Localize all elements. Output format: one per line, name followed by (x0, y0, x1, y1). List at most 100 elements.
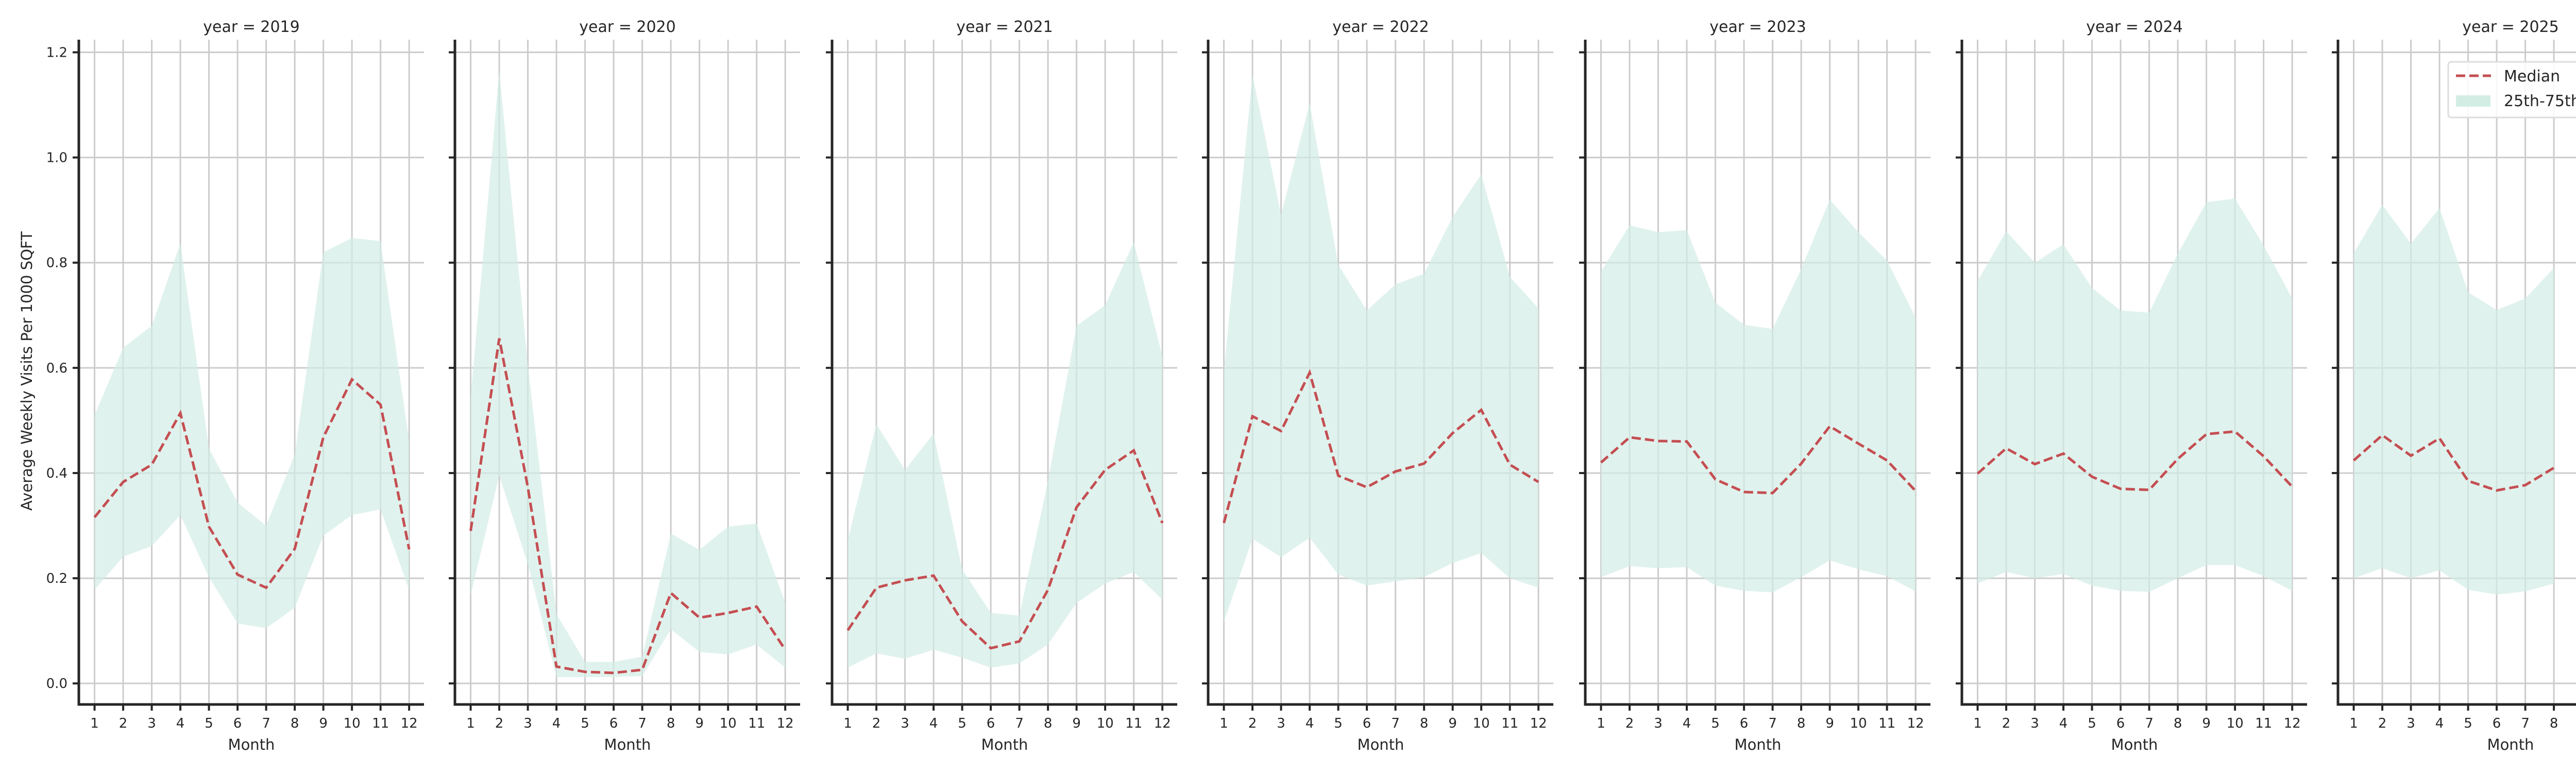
x-tick-label: 6 (2493, 716, 2501, 731)
x-tick-label: 4 (929, 716, 938, 731)
percentile-band (1977, 198, 2293, 592)
x-tick-label: 2 (872, 716, 881, 731)
x-tick-label: 5 (1711, 716, 1720, 731)
median-line (469, 338, 787, 675)
x-tick-label: 4 (552, 716, 561, 731)
facet-title: year = 2024 (2086, 18, 2183, 36)
x-tick-label: 10 (720, 716, 737, 731)
x-tick-label: 12 (401, 716, 418, 731)
legend-band-swatch (2456, 95, 2490, 107)
x-tick-label: 9 (1825, 716, 1834, 731)
x-tick-label: 1 (1597, 716, 1605, 731)
x-tick-label: 9 (1448, 716, 1457, 731)
x-tick-label: 4 (176, 716, 185, 731)
x-axis-label: Month (2487, 736, 2534, 753)
x-tick-label: 8 (667, 716, 675, 731)
x-tick-label: 3 (1654, 716, 1663, 731)
percentile-band (1224, 75, 1539, 622)
percentile-band (848, 242, 1163, 668)
y-tick-label: 0.2 (46, 571, 67, 586)
x-axis-label: Month (228, 736, 275, 753)
facet-title: year = 2020 (579, 18, 676, 36)
x-tick-label: 1 (2349, 716, 2358, 731)
x-tick-label: 4 (2059, 716, 2068, 731)
percentile-band (2353, 205, 2554, 595)
x-tick-label: 12 (1907, 716, 1924, 731)
x-tick-label: 6 (609, 716, 618, 731)
x-tick-label: 2 (1248, 716, 1257, 731)
x-tick-label: 3 (2406, 716, 2415, 731)
x-tick-label: 8 (2550, 716, 2558, 731)
x-tick-label: 8 (291, 716, 299, 731)
facet-title: year = 2025 (2462, 18, 2559, 36)
x-tick-label: 10 (1097, 716, 1114, 731)
x-tick-label: 7 (1391, 716, 1400, 731)
x-tick-label: 7 (262, 716, 270, 731)
x-tick-label: 12 (1530, 716, 1547, 731)
x-tick-label: 3 (147, 716, 156, 731)
axis-spines (831, 40, 1177, 706)
x-tick-label: 10 (2227, 716, 2244, 731)
x-tick-label: 7 (2145, 716, 2154, 731)
x-tick-label: 6 (987, 716, 995, 731)
axis-spines (2336, 40, 2576, 706)
axis-spines (1960, 40, 2307, 706)
x-tick-label: 1 (90, 716, 99, 731)
y-axis-label: Average Weekly Visits Per 1000 SQFT (18, 231, 36, 511)
x-tick-label: 2 (119, 716, 128, 731)
x-tick-label: 11 (1501, 716, 1518, 731)
median-line (846, 448, 1164, 650)
x-tick-label: 12 (1154, 716, 1171, 731)
x-tick-label: 6 (233, 716, 242, 731)
x-tick-label: 3 (2030, 716, 2039, 731)
facet-title: year = 2022 (1332, 18, 1429, 36)
median-line (1600, 424, 1917, 495)
x-tick-label: 9 (695, 716, 704, 731)
x-tick-label: 4 (1683, 716, 1691, 731)
x-tick-label: 7 (1015, 716, 1024, 731)
x-tick-label: 3 (1277, 716, 1285, 731)
x-tick-label: 11 (1878, 716, 1895, 731)
y-tick-label: 1.2 (46, 45, 67, 60)
x-tick-label: 9 (319, 716, 328, 731)
x-tick-label: 8 (1044, 716, 1053, 731)
x-tick-label: 8 (1420, 716, 1429, 731)
y-tick-label: 0.8 (46, 256, 67, 271)
axis-spines (77, 40, 424, 706)
median-line (1223, 369, 1539, 524)
x-axis-label: Month (981, 736, 1028, 753)
x-axis-label: Month (2111, 736, 2158, 753)
facet-title: year = 2023 (1709, 18, 1806, 36)
x-tick-label: 3 (901, 716, 909, 731)
axis-spines (1207, 40, 1553, 706)
x-axis-label: Month (1358, 736, 1404, 753)
x-tick-label: 6 (2116, 716, 2125, 731)
x-tick-label: 9 (2202, 716, 2211, 731)
axis-spines (1584, 40, 1930, 706)
x-tick-label: 5 (958, 716, 967, 731)
legend-median-label: Median (2504, 68, 2560, 86)
x-tick-label: 7 (1768, 716, 1777, 731)
y-tick-label: 0.0 (46, 676, 67, 692)
facet-title: year = 2019 (203, 18, 300, 36)
x-tick-label: 2 (2378, 716, 2387, 731)
legend-band-label: 25th-75th Percentile (2504, 92, 2576, 110)
x-tick-label: 12 (777, 716, 794, 731)
x-tick-label: 11 (2255, 716, 2272, 731)
x-axis-label: Month (1735, 736, 1782, 753)
median-line (1976, 430, 2293, 492)
x-tick-label: 10 (1850, 716, 1867, 731)
x-tick-label: 1 (466, 716, 475, 731)
x-tick-label: 2 (495, 716, 504, 731)
x-tick-label: 2 (2002, 716, 2011, 731)
x-tick-label: 10 (344, 716, 361, 731)
facet-2019: 1 2 3 4 5 6 7 8 9 10 11 120.00.20.40.60.81.01.2year… (46, 18, 424, 753)
y-tick-label: 1.0 (46, 150, 67, 166)
x-tick-label: 5 (581, 716, 589, 731)
percentile-band (94, 238, 410, 629)
x-tick-label: 7 (638, 716, 647, 731)
